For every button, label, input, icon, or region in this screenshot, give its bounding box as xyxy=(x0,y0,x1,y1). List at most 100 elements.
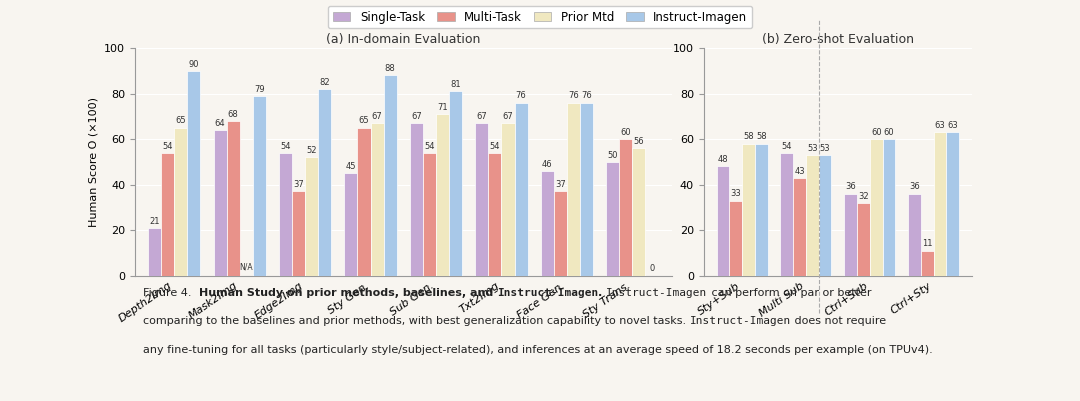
Text: 79: 79 xyxy=(254,85,265,93)
Bar xyxy=(729,200,742,275)
Text: 58: 58 xyxy=(756,132,767,142)
Bar xyxy=(475,123,488,275)
Text: 0: 0 xyxy=(649,264,654,273)
Text: 21: 21 xyxy=(149,217,160,226)
Text: 65: 65 xyxy=(359,116,369,126)
Text: 60: 60 xyxy=(620,128,631,137)
Text: Instruct-Imagen: Instruct-Imagen xyxy=(690,316,792,326)
Bar xyxy=(306,157,319,275)
Text: 54: 54 xyxy=(162,142,173,150)
Bar xyxy=(174,128,187,275)
Bar xyxy=(934,132,946,275)
Bar xyxy=(632,148,646,275)
Text: 32: 32 xyxy=(859,192,868,200)
Bar xyxy=(345,173,357,275)
Bar xyxy=(187,71,201,275)
Bar xyxy=(845,194,858,275)
Bar xyxy=(319,89,332,275)
Bar xyxy=(806,155,819,275)
Text: 67: 67 xyxy=(502,112,513,121)
Text: 53: 53 xyxy=(820,144,831,153)
Text: 53: 53 xyxy=(807,144,818,153)
Text: 64: 64 xyxy=(215,119,226,128)
Bar xyxy=(908,194,921,275)
Text: 76: 76 xyxy=(515,91,526,100)
Text: Figure 4.: Figure 4. xyxy=(144,288,199,298)
Text: 52: 52 xyxy=(307,146,316,155)
Text: 67: 67 xyxy=(372,112,382,121)
Text: 76: 76 xyxy=(581,91,592,100)
Text: 90: 90 xyxy=(189,60,199,69)
Bar xyxy=(488,153,501,275)
Text: 88: 88 xyxy=(384,64,395,73)
Bar xyxy=(554,191,567,275)
Bar xyxy=(383,75,396,275)
Bar xyxy=(449,91,462,275)
Bar xyxy=(161,153,174,275)
Text: 82: 82 xyxy=(320,78,330,87)
Bar xyxy=(716,166,729,275)
Text: 63: 63 xyxy=(947,121,958,130)
Text: Human Study on prior methods, baselines, and: Human Study on prior methods, baselines,… xyxy=(199,288,497,298)
Bar xyxy=(214,130,227,275)
Text: 50: 50 xyxy=(607,151,618,160)
Title: (b) Zero-shot Evaluation: (b) Zero-shot Evaluation xyxy=(761,32,914,46)
Bar xyxy=(423,153,436,275)
Bar xyxy=(436,114,449,275)
Text: 45: 45 xyxy=(346,162,356,171)
Bar xyxy=(253,96,266,275)
Text: 54: 54 xyxy=(489,142,500,150)
Text: 54: 54 xyxy=(424,142,434,150)
Bar xyxy=(541,171,554,275)
Text: 76: 76 xyxy=(568,91,579,100)
Bar xyxy=(869,139,882,275)
Text: 67: 67 xyxy=(411,112,421,121)
Text: Instruct-Imagen: Instruct-Imagen xyxy=(497,288,598,298)
Bar xyxy=(409,123,423,275)
Text: any fine-tuning for all tasks (particularly style/subject-related), and inferenc: any fine-tuning for all tasks (particula… xyxy=(144,345,933,355)
Bar xyxy=(580,103,593,275)
Bar xyxy=(921,251,934,275)
Text: can perform on par or better: can perform on par or better xyxy=(707,288,872,298)
Bar xyxy=(501,123,514,275)
Text: 56: 56 xyxy=(634,137,644,146)
Text: N/A: N/A xyxy=(240,262,253,271)
Text: 37: 37 xyxy=(293,180,303,189)
Text: 68: 68 xyxy=(228,109,239,119)
Text: 33: 33 xyxy=(730,189,741,198)
Text: 46: 46 xyxy=(542,160,553,169)
Bar xyxy=(742,144,755,275)
Text: 54: 54 xyxy=(782,142,792,150)
Bar xyxy=(370,123,383,275)
Bar xyxy=(567,103,580,275)
Text: does not require: does not require xyxy=(792,316,887,326)
Legend: Single-Task, Multi-Task, Prior Mtd, Instruct-Imagen: Single-Task, Multi-Task, Prior Mtd, Inst… xyxy=(328,6,752,28)
Text: 63: 63 xyxy=(934,121,945,130)
Bar xyxy=(357,128,370,275)
Text: 37: 37 xyxy=(555,180,566,189)
Bar xyxy=(279,153,292,275)
Text: 36: 36 xyxy=(909,182,920,191)
Bar xyxy=(227,121,240,275)
Text: 60: 60 xyxy=(870,128,881,137)
Bar xyxy=(882,139,895,275)
Text: 81: 81 xyxy=(450,80,461,89)
Text: 36: 36 xyxy=(846,182,856,191)
Text: 71: 71 xyxy=(437,103,448,112)
Text: comparing to the baselines and prior methods, with best generalization capabilit: comparing to the baselines and prior met… xyxy=(144,316,690,326)
Bar xyxy=(819,155,832,275)
Bar xyxy=(946,132,959,275)
Bar xyxy=(619,139,632,275)
Bar xyxy=(606,162,619,275)
Text: 60: 60 xyxy=(883,128,894,137)
Bar xyxy=(148,228,161,275)
Bar xyxy=(514,103,528,275)
Text: 67: 67 xyxy=(476,112,487,121)
Bar xyxy=(755,144,768,275)
Text: .: . xyxy=(598,288,606,298)
Text: 65: 65 xyxy=(175,116,186,126)
Text: 48: 48 xyxy=(717,155,728,164)
Bar xyxy=(292,191,306,275)
Text: 54: 54 xyxy=(280,142,291,150)
Text: Instruct-Imagen: Instruct-Imagen xyxy=(606,288,707,298)
